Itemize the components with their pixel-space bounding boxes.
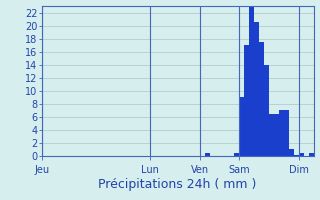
Bar (269, 114, 274, 156)
Bar (289, 149, 294, 156)
Bar (279, 110, 284, 156)
Bar (309, 153, 314, 156)
Bar (294, 155, 299, 156)
Bar (274, 114, 279, 156)
Bar (239, 97, 244, 156)
Bar (284, 110, 289, 156)
Bar (205, 153, 210, 156)
Bar (264, 65, 269, 156)
X-axis label: Précipitations 24h ( mm ): Précipitations 24h ( mm ) (99, 178, 257, 191)
Bar (244, 45, 249, 156)
Bar (249, 6, 254, 156)
Bar (254, 22, 259, 156)
Bar (259, 42, 264, 156)
Bar (235, 153, 239, 156)
Bar (299, 153, 304, 156)
